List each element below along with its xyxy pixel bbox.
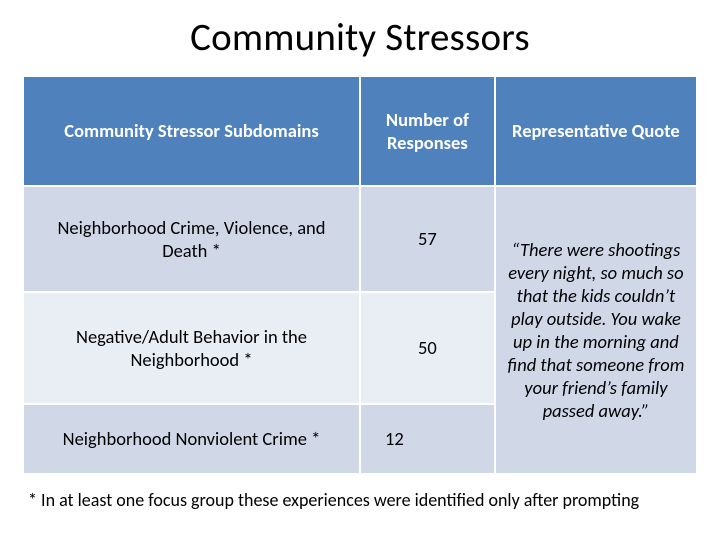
cell-subdomain: Neighborhood Crime, Violence, and Death …	[23, 186, 360, 292]
cell-subdomain: Negative/Adult Behavior in the Neighborh…	[23, 292, 360, 404]
cell-responses: 57	[360, 186, 495, 292]
cell-responses: 50	[360, 292, 495, 404]
col-header-responses: Number of Responses	[360, 76, 495, 186]
cell-quote: “There were shootings every night, so mu…	[495, 186, 697, 474]
col-header-subdomains: Community Stressor Subdomains	[23, 76, 360, 186]
table-header-row: Community Stressor Subdomains Number of …	[23, 76, 697, 186]
cell-subdomain: Neighborhood Nonviolent Crime *	[23, 404, 360, 474]
col-header-quote: Representative Quote	[495, 76, 697, 186]
table-row: Neighborhood Crime, Violence, and Death …	[23, 186, 697, 292]
slide-title: Community Stressors	[22, 14, 698, 61]
stressors-table: Community Stressor Subdomains Number of …	[22, 75, 698, 475]
cell-responses: 12	[360, 404, 495, 474]
footnote: * In at least one focus group these expe…	[22, 489, 698, 511]
